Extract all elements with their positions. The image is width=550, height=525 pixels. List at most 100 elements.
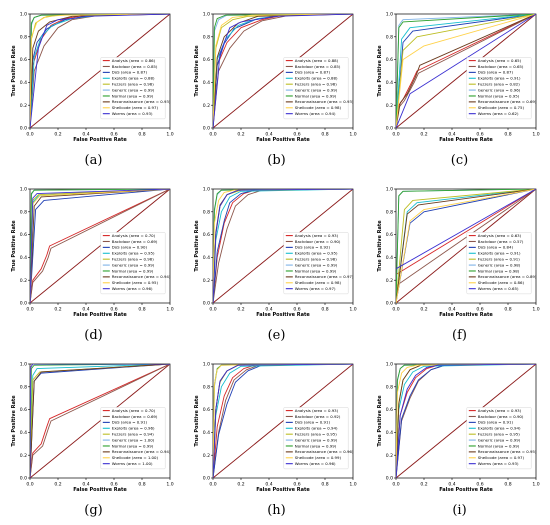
y-tick-label: 0.0	[203, 301, 210, 307]
legend-entry: DoS (area = 0.84)	[478, 245, 514, 250]
x-tick-label: 0.2	[54, 482, 61, 488]
legend-entry: Analysis (area = 0.93)	[295, 408, 339, 413]
roc-chart-svg: 0.0 0.2 0.4 0.6 0.8 1.0 0.0 0.2 0.4 0.6 0.8 1.0 Fals…	[11, 187, 174, 318]
legend-entry: Worms (area = 0.94)	[295, 111, 336, 116]
diagonal-reference-line	[396, 189, 536, 303]
legend-entry: Exploits (area = 0.96)	[112, 426, 155, 431]
legend-entry: Normal (area = 0.99)	[295, 93, 337, 98]
legend-entry: Shellcode (area = 0.98)	[295, 280, 342, 285]
y-tick-label: 0.6	[203, 232, 210, 238]
x-tick-label: 0.6	[110, 307, 117, 313]
legend-entry: DoS (area = 0.87)	[478, 70, 514, 75]
legend-entry: Fuzzers (area = 0.95)	[478, 431, 520, 436]
x-axis-label: False Positive Rate	[73, 312, 127, 318]
x-tick-label: 0.4	[448, 482, 455, 488]
x-tick-label: 0.8	[504, 307, 511, 313]
legend-box	[466, 407, 532, 470]
x-tick-label: 0.2	[237, 132, 244, 138]
x-tick-label: 1.0	[349, 132, 356, 138]
roc-curve-exploits	[396, 14, 536, 128]
roc-chart-svg: 0.0 0.2 0.4 0.6 0.8 1.0 0.0 0.2 0.4 0.6 0.8 1.0 Fals…	[377, 12, 540, 143]
x-tick-label: 0.2	[237, 307, 244, 313]
roc-curve-reconnaissance	[213, 14, 353, 128]
roc-panel: 0.0 0.2 0.4 0.6 0.8 1.0 0.0 0.2 0.4 0.6 0.8 1.0 Fals…	[2, 350, 185, 525]
roc-curve-analysis	[396, 189, 536, 275]
legend-entry: Worms (area = 0.93)	[112, 111, 153, 116]
legend-entry: Exploits (area = 0.91)	[478, 251, 521, 256]
legend: Analysis (area = 0.70)Backdoor (area = 0…	[100, 232, 171, 295]
legend-entry: Normal (area = 0.99)	[112, 268, 154, 273]
roc-curve-worms	[396, 364, 536, 478]
y-tick-label: 0.2	[203, 278, 210, 284]
y-tick-label: 0.0	[203, 476, 210, 482]
roc-panel: 0.0 0.2 0.4 0.6 0.8 1.0 0.0 0.2 0.4 0.6 0.8 1.0 Fals…	[185, 350, 368, 525]
legend-entry: Backdoor (area = 0.90)	[295, 239, 341, 244]
diagonal-reference-line	[396, 14, 536, 128]
y-axis-label: True Positive Rate	[194, 45, 200, 97]
diagonal-reference-line	[396, 364, 536, 478]
legend-entry: Analysis (area = 0.70)	[112, 233, 156, 238]
legend-entry: Fuzzers (area = 0.96)	[112, 81, 154, 86]
legend-entry: Analysis (area = 0.63)	[478, 233, 522, 238]
x-tick-label: 0.2	[54, 132, 61, 138]
y-tick-label: 0.8	[386, 34, 393, 40]
legend-box	[100, 57, 166, 120]
y-axis-label: True Positive Rate	[377, 220, 383, 272]
x-tick-label: 0.0	[209, 307, 216, 313]
legend-box	[283, 232, 349, 295]
x-axis-label: False Positive Rate	[256, 137, 310, 143]
y-tick-label: 1.0	[20, 187, 27, 193]
legend-entry: Backdoor (area = 0.92)	[295, 414, 341, 419]
diagonal-reference-line	[30, 14, 170, 128]
legend: Analysis (area = 0.86)Backdoor (area = 0…	[100, 57, 171, 120]
legend-entry: Worms (area = 0.97)	[295, 286, 336, 291]
legend-entry: Worms (area = 0.62)	[478, 111, 519, 116]
x-axis-label: False Positive Rate	[256, 312, 310, 318]
legend: Analysis (area = 0.93)Backdoor (area = 0…	[283, 232, 354, 295]
y-tick-label: 1.0	[203, 362, 210, 368]
roc-curve-shellcode	[396, 14, 536, 128]
legend-entry: Reconnaissance (area = 0.95)	[478, 449, 537, 454]
y-tick-label: 0.0	[386, 301, 393, 307]
legend-entry: Shellcode (area = 0.98)	[295, 105, 342, 110]
y-tick-label: 0.8	[20, 209, 27, 215]
roc-panel: 0.0 0.2 0.4 0.6 0.8 1.0 0.0 0.2 0.4 0.6 0.8 1.0 Fals…	[185, 175, 368, 350]
diagonal-reference-line	[30, 189, 170, 303]
x-tick-label: 0.0	[209, 482, 216, 488]
roc-chart-svg: 0.0 0.2 0.4 0.6 0.8 1.0 0.0 0.2 0.4 0.6 0.8 1.0 Fals…	[11, 362, 174, 493]
x-tick-label: 1.0	[532, 482, 539, 488]
y-tick-label: 0.2	[203, 103, 210, 109]
legend: Analysis (area = 0.70)Backdoor (area = 0…	[100, 407, 171, 470]
legend-entry: Exploits (area = 0.88)	[112, 76, 155, 81]
y-tick-label: 0.4	[20, 80, 27, 86]
y-tick-label: 0.2	[203, 453, 210, 459]
y-tick-label: 0.6	[386, 232, 393, 238]
legend-entry: Generic (area = 0.99)	[112, 262, 155, 267]
roc-curve-worms	[396, 189, 536, 270]
legend-entry: Reconnaissance (area = 0.96)	[295, 449, 354, 454]
legend-entry: Worms (area = 0.96)	[112, 286, 153, 291]
panel-label: (d)	[84, 328, 103, 343]
roc-curve-worms	[213, 364, 353, 478]
y-axis-label: True Positive Rate	[11, 220, 17, 272]
legend-entry: Generic (area = 0.99)	[295, 437, 338, 442]
legend-entry: Analysis (area = 0.93)	[295, 233, 339, 238]
legend-entry: Analysis (area = 0.88)	[295, 58, 339, 63]
legend-entry: Shellcode (area = 0.97)	[112, 105, 159, 110]
legend-entry: DoS (area = 0.87)	[295, 70, 331, 75]
y-axis-label: True Positive Rate	[194, 220, 200, 272]
y-tick-label: 1.0	[20, 362, 27, 368]
legend-entry: Generic (area = 0.99)	[295, 87, 338, 92]
roc-curve-fuzzers	[396, 189, 536, 303]
legend-entry: Exploits (area = 0.95)	[295, 251, 338, 256]
roc-panel: 0.0 0.2 0.4 0.6 0.8 1.0 0.0 0.2 0.4 0.6 0.8 1.0 Fals…	[368, 350, 550, 525]
x-tick-label: 0.0	[26, 482, 33, 488]
y-tick-label: 0.6	[20, 57, 27, 63]
legend-entry: Worms (area = 1.00)	[112, 461, 153, 466]
legend-entry: Analysis (area = 0.70)	[112, 408, 156, 413]
x-tick-label: 0.8	[138, 132, 145, 138]
legend-entry: DoS (area = 0.91)	[295, 420, 331, 425]
roc-curve-reconnaissance	[396, 14, 536, 128]
legend-box	[283, 57, 349, 120]
y-tick-label: 0.2	[386, 278, 393, 284]
